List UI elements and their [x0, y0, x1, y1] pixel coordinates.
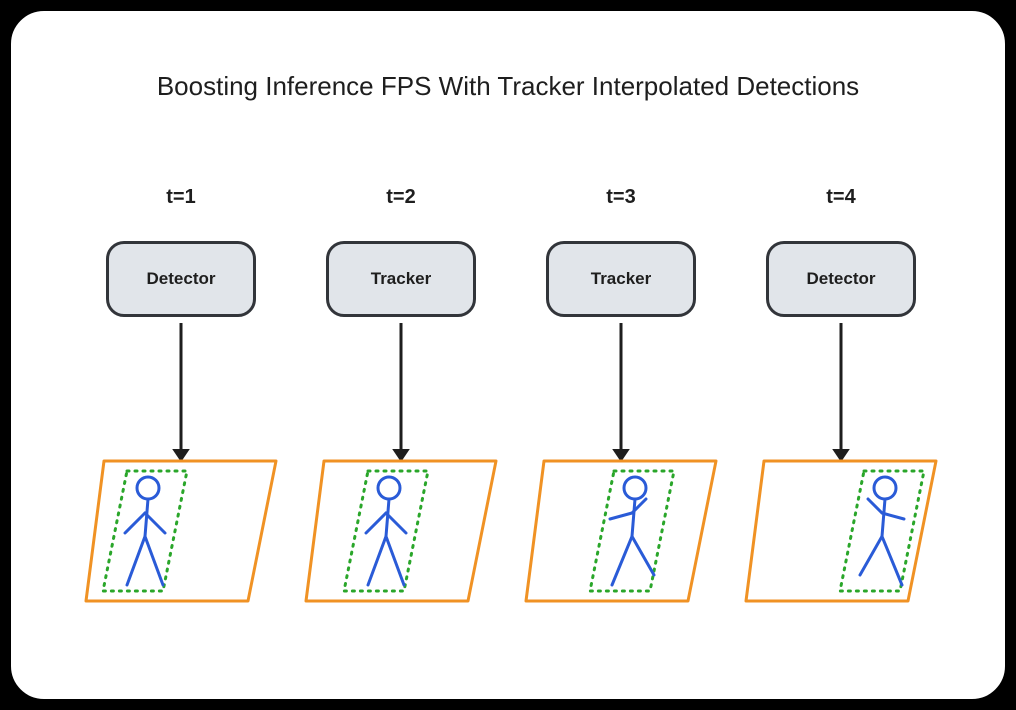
arrow-down-icon [386, 321, 416, 466]
frame [736, 451, 946, 616]
tracker-node: Tracker [326, 241, 476, 317]
node-label: Tracker [591, 269, 652, 289]
time-label: t=4 [741, 186, 941, 209]
arrow-down [166, 321, 196, 471]
arrow-down [606, 321, 636, 471]
arrow-down-icon [826, 321, 856, 466]
arrow-down-icon [606, 321, 636, 466]
time-label: t=3 [521, 186, 721, 209]
arrow-down-icon [166, 321, 196, 466]
node-label: Tracker [371, 269, 432, 289]
frame [76, 451, 286, 616]
time-label: t=1 [81, 186, 281, 209]
diagram-canvas: Boosting Inference FPS With Tracker Inte… [8, 8, 1008, 702]
frame [516, 451, 726, 616]
node-label: Detector [147, 269, 216, 289]
detector-node: Detector [766, 241, 916, 317]
arrow-down [386, 321, 416, 471]
node-label: Detector [807, 269, 876, 289]
frame-icon [736, 451, 946, 611]
detector-node: Detector [106, 241, 256, 317]
frame-icon [76, 451, 286, 611]
frame-icon [516, 451, 726, 611]
time-label: t=2 [301, 186, 501, 209]
diagram-title: Boosting Inference FPS With Tracker Inte… [11, 71, 1005, 102]
frame-parallelogram [526, 461, 716, 601]
frame [296, 451, 506, 616]
tracker-node: Tracker [546, 241, 696, 317]
frame-icon [296, 451, 506, 611]
title-text: Boosting Inference FPS With Tracker Inte… [157, 71, 859, 101]
frame-parallelogram [746, 461, 936, 601]
arrow-down [826, 321, 856, 471]
